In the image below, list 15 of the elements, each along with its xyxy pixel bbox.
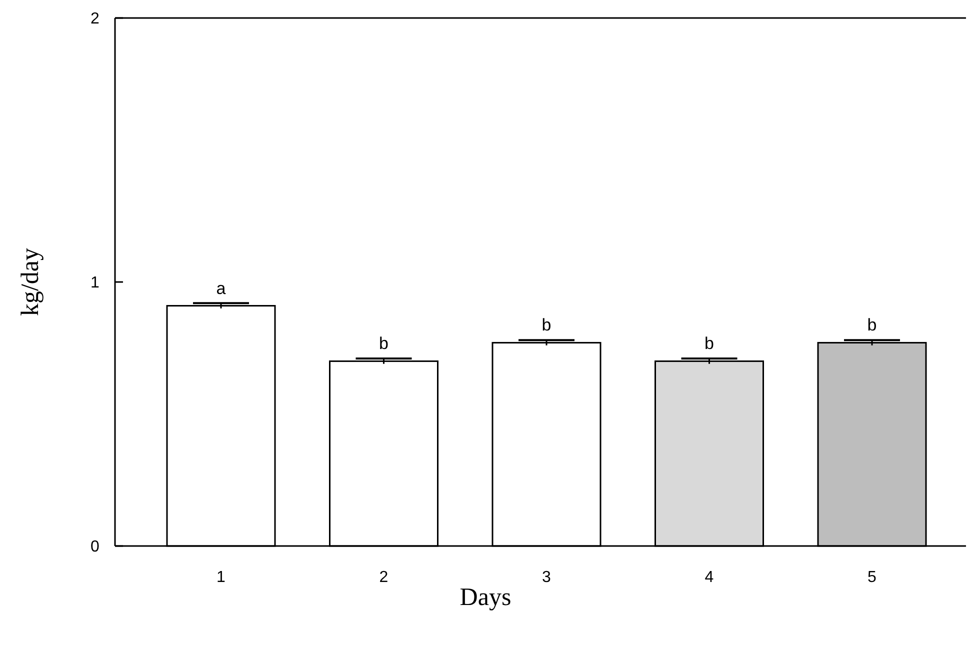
x-tick-label: 3 bbox=[542, 569, 552, 586]
x-tick-label: 1 bbox=[216, 569, 226, 586]
x-tick-label: 2 bbox=[379, 569, 388, 586]
y-axis-title: kg/day bbox=[17, 247, 44, 316]
annotation: b bbox=[542, 316, 552, 335]
y-tick-label: 1 bbox=[90, 274, 100, 292]
x-tick-label: 4 bbox=[704, 569, 714, 586]
annotation: b bbox=[704, 334, 714, 354]
x-axis-title: Days bbox=[460, 584, 512, 611]
annotation: a bbox=[216, 278, 226, 298]
y-tick-label: 0 bbox=[90, 538, 100, 556]
annotation: b bbox=[379, 334, 388, 354]
annotation: b bbox=[867, 316, 877, 335]
x-tick-label: 5 bbox=[868, 569, 877, 586]
y-tick-label: 2 bbox=[90, 10, 100, 28]
